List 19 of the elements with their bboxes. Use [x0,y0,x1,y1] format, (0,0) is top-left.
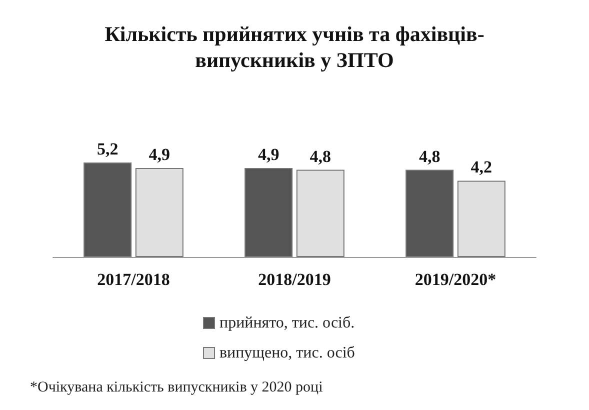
data-label: 4,8 [310,146,332,166]
chart-title: Кількість прийнятих учнів та фахівців- випускників у ЗПТО [104,22,484,72]
legend-label: випущено, тис. осіб [220,344,355,362]
bar [296,170,344,257]
data-label: 5,2 [96,140,118,159]
data-label: 4,8 [418,146,440,166]
bar [406,170,454,257]
x-tick-label: 2018/2019 [258,270,331,289]
x-tick-label: 2019/2020* [414,270,496,289]
legend-label: прийнято, тис. осіб. [220,314,355,332]
bar [457,180,506,257]
bar [244,168,293,257]
text: *Очікувана кількість випускників у 2020 році [30,380,323,396]
bar [135,168,184,257]
bar [84,162,132,257]
x-tick-label: 2017/2018 [97,270,170,289]
data-label: 4,9 [258,144,280,164]
data-label: 4,2 [470,158,492,177]
data-label: 4,9 [148,144,170,164]
